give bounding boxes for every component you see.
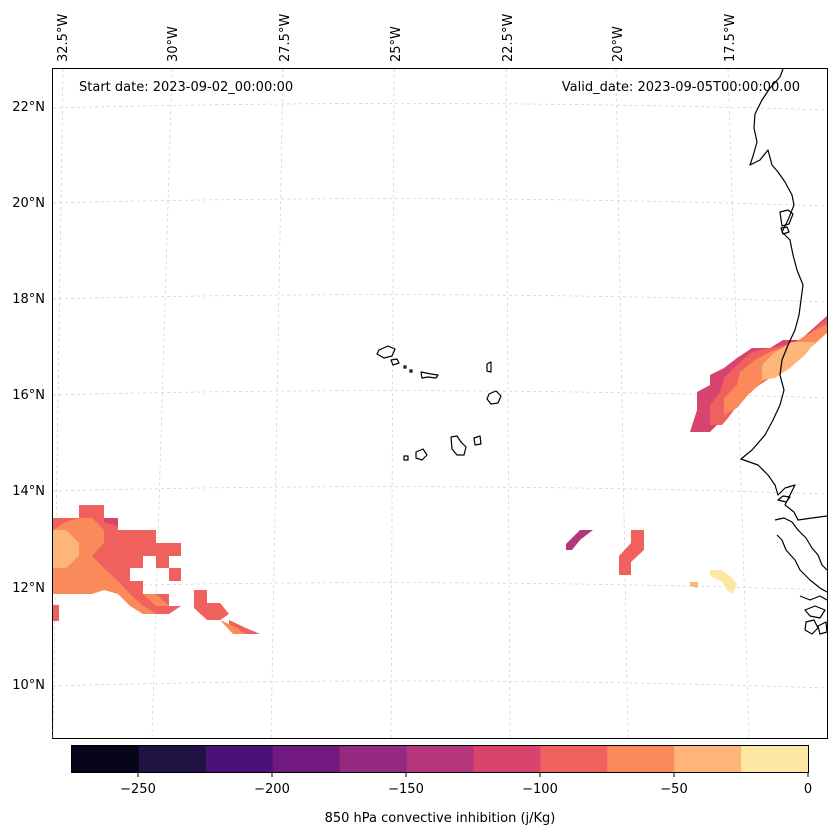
cin-region — [53, 605, 59, 621]
colorbar-tick-label: 0 — [804, 782, 812, 797]
lon-label: 27.5°W — [278, 14, 293, 62]
colorbar-label: 850 hPa convective inhibition (j/Kg) — [325, 811, 556, 826]
colorbar-swatch — [607, 746, 675, 772]
lat-label: 14°N — [12, 484, 45, 499]
lat-label: 18°N — [12, 292, 45, 307]
colorbar-swatch — [138, 746, 207, 772]
colorbar-swatch — [72, 746, 140, 772]
lon-label: 32.5°W — [56, 14, 71, 62]
cin-region — [104, 518, 118, 526]
colorbar-swatch — [205, 746, 274, 772]
cin-region — [619, 530, 644, 575]
colorbar-tick-label: −100 — [522, 782, 558, 797]
lat-label: 22°N — [12, 100, 45, 115]
longitude-labels: 32.5°W 30°W 27.5°W 25°W 22.5°W 20°W 17.5… — [56, 14, 738, 62]
lat-label: 20°N — [12, 196, 45, 211]
cin-region — [220, 620, 246, 634]
colorbar-ticks — [137, 773, 809, 777]
cin-region — [710, 570, 737, 594]
colorbar-swatches — [72, 746, 809, 772]
cin-region — [53, 530, 79, 568]
colorbar-swatch — [272, 746, 341, 772]
colorbar-swatch — [674, 746, 742, 772]
cin-region — [566, 530, 593, 550]
lat-label: 10°N — [12, 678, 45, 693]
lon-label: 30°W — [166, 26, 181, 62]
colorbar-tick-label: −250 — [120, 782, 156, 797]
lat-label: 12°N — [12, 581, 45, 596]
cape-verde-islands — [376, 345, 502, 461]
lon-label: 20°W — [611, 26, 626, 62]
cin-region — [762, 342, 815, 380]
colorbar-swatch — [406, 746, 474, 772]
lon-label: 25°W — [389, 26, 404, 62]
cin-region — [690, 582, 698, 588]
west-africa-coastline — [740, 68, 828, 635]
colorbar-tick-label: −200 — [254, 782, 290, 797]
cin-region — [194, 590, 229, 620]
colorbar-swatch — [540, 746, 608, 772]
cin-region — [143, 594, 169, 606]
colorbar-frame — [71, 745, 809, 773]
lat-label: 16°N — [12, 388, 45, 403]
lon-label: 22.5°W — [501, 14, 516, 62]
colorbar-tick-label: −50 — [660, 782, 687, 797]
valid-date-label: Valid_date: 2023-09-05T00:00:00.00 — [562, 80, 800, 95]
colorbar-swatch — [741, 746, 809, 772]
colorbar-swatch — [473, 746, 541, 772]
lon-label: 17.5°W — [723, 14, 738, 62]
colorbar-swatch — [339, 746, 408, 772]
colorbar-tick-label: −150 — [388, 782, 424, 797]
latitude-labels: 22°N 20°N 18°N 16°N 14°N 12°N 10°N — [12, 100, 45, 693]
cin-contours — [53, 316, 827, 634]
start-date-label: Start date: 2023-09-02_00:00:00 — [79, 80, 293, 95]
colorbar: −250 −200 −150 −100 −50 0 850 hPa convec… — [71, 745, 812, 826]
graticule — [52, 68, 828, 739]
cin-region — [53, 518, 156, 614]
